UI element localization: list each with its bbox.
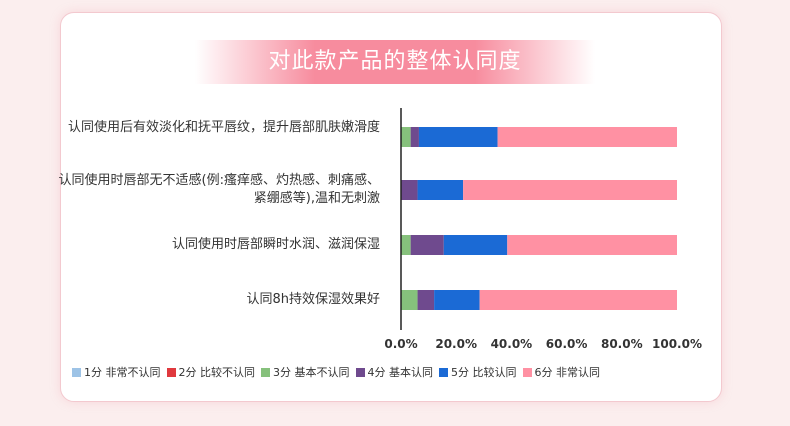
bar-segment-3-series-3: [401, 235, 411, 255]
legend-item: 4分 基本认同: [355, 364, 434, 380]
x-tick-label: 60.0%: [545, 337, 588, 351]
chart-legend: 1分 非常不认同 2分 比较不认同 3分 基本不认同 4分 基本认同 5分 比较认同 6分…: [72, 364, 712, 380]
legend-swatch: [72, 367, 81, 377]
legend-label: 6分 非常认同: [534, 366, 601, 379]
bar-segment-4-series-6: [479, 290, 677, 310]
legend-item: 5分 比较认同: [439, 364, 517, 380]
bar-segment-4-series-5: [434, 290, 480, 310]
legend-swatch: [522, 367, 532, 377]
bar-segment-3-series-6: [507, 235, 677, 255]
bar-segment-1-series-4: [410, 127, 419, 147]
legend-item: 2分 比较不认同: [166, 364, 256, 380]
bar-segment-2-series-4: [401, 180, 418, 200]
legend-swatch: [355, 367, 365, 377]
bar-segment-1-series-6: [497, 127, 677, 147]
legend-item: 1分 非常不认同: [72, 364, 161, 380]
bar-segment-3-series-5: [443, 235, 508, 255]
bar-segment-4-series-3: [401, 290, 418, 310]
category-label: 认同使用时唇部无不适感(例:瘙痒感、灼热感、刺痛感、紧绷感等),温和无刺激: [58, 173, 380, 206]
chart-title: 对此款产品的整体认同度: [268, 49, 522, 74]
category-label: 认同使用后有效淡化和抚平唇纹，提升唇部肌肤嫩滑度: [67, 120, 380, 135]
category-label: 认同使用时唇部瞬时水润、滋润保湿: [171, 237, 380, 252]
bar-segment-2-series-6: [463, 180, 677, 200]
category-label: 认同8h持效保湿效果好: [246, 292, 380, 307]
bar-segment-3-series-4: [410, 235, 444, 255]
legend-swatch: [439, 367, 448, 377]
legend-swatch: [166, 367, 176, 377]
bar-segment-2-series-5: [417, 180, 464, 200]
x-tick-label: 0.0%: [384, 337, 418, 351]
bar-segment-1-series-3: [401, 127, 411, 147]
x-tick-label: 100.0%: [652, 337, 702, 351]
legend-label: 3分 基本不认同: [273, 366, 350, 379]
bar-segment-1-series-5: [418, 127, 498, 147]
legend-label: 2分 比较不认同: [178, 366, 256, 379]
title-banner: [195, 40, 595, 84]
legend-label: 1分 非常不认同: [84, 366, 161, 379]
legend-label: 5分 比较认同: [451, 366, 517, 379]
x-tick-label: 20.0%: [435, 337, 477, 351]
bar-segment-4-series-4: [417, 290, 435, 310]
legend-label: 4分 基本认同: [367, 366, 434, 379]
x-tick-label: 80.0%: [600, 337, 643, 351]
legend-swatch: [261, 367, 270, 377]
legend-item: 3分 基本不认同: [261, 364, 350, 380]
legend-item: 6分 非常认同: [522, 364, 601, 380]
x-tick-label: 40.0%: [490, 337, 533, 351]
